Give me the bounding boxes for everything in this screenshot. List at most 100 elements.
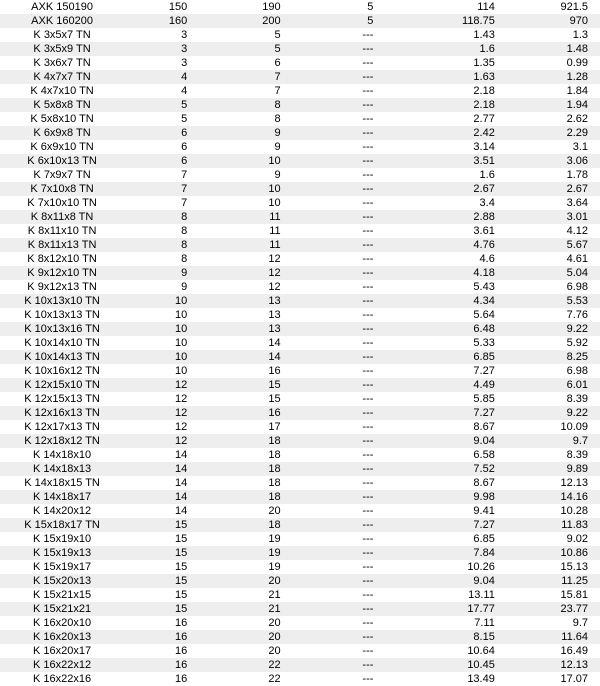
cell-v1: 14: [124, 476, 217, 490]
cell-v5: 8.25: [507, 350, 600, 364]
cell-v3: ---: [321, 504, 404, 518]
cell-name: K 8x11x10 TN: [0, 224, 124, 238]
table-row: K 12x15x13 TN1215---5.858.39: [0, 392, 600, 406]
cell-v1: 15: [124, 588, 217, 602]
cell-v1: 15: [124, 574, 217, 588]
cell-v4: 9.04: [403, 434, 506, 448]
cell-v1: 15: [124, 602, 217, 616]
cell-v4: 10.26: [403, 560, 506, 574]
cell-name: K 12x17x13 TN: [0, 420, 124, 434]
cell-v5: 970: [507, 14, 600, 28]
cell-name: K 14x18x15 TN: [0, 476, 124, 490]
cell-name: K 12x15x13 TN: [0, 392, 124, 406]
cell-v2: 18: [217, 434, 320, 448]
table-row: K 8x11x10 TN811---3.614.12: [0, 224, 600, 238]
cell-v5: 4.61: [507, 252, 600, 266]
cell-v2: 5: [217, 28, 320, 42]
cell-v4: 7.27: [403, 364, 506, 378]
cell-v5: 0.99: [507, 56, 600, 70]
cell-v5: 5.67: [507, 238, 600, 252]
cell-v4: 118.75: [403, 14, 506, 28]
cell-v2: 11: [217, 238, 320, 252]
cell-name: K 16x22x16: [0, 672, 124, 686]
cell-v2: 7: [217, 70, 320, 84]
cell-v4: 1.43: [403, 28, 506, 42]
cell-v1: 16: [124, 658, 217, 672]
cell-v2: 12: [217, 266, 320, 280]
cell-v3: ---: [321, 168, 404, 182]
cell-v5: 2.67: [507, 182, 600, 196]
cell-v2: 20: [217, 616, 320, 630]
cell-v1: 9: [124, 266, 217, 280]
cell-v1: 12: [124, 378, 217, 392]
cell-v3: ---: [321, 476, 404, 490]
table-row: K 16x20x131620---8.1511.64: [0, 630, 600, 644]
table-row: K 4x7x10 TN47---2.181.84: [0, 84, 600, 98]
cell-v3: ---: [321, 70, 404, 84]
cell-name: K 12x15x10 TN: [0, 378, 124, 392]
cell-v2: 20: [217, 574, 320, 588]
cell-v1: 10: [124, 294, 217, 308]
cell-v2: 13: [217, 322, 320, 336]
table-row: K 14x18x131418---7.529.89: [0, 462, 600, 476]
cell-v5: 9.89: [507, 462, 600, 476]
cell-v5: 12.13: [507, 658, 600, 672]
cell-v2: 21: [217, 602, 320, 616]
table-row: K 10x16x12 TN1016---7.276.98: [0, 364, 600, 378]
table-row: K 6x9x10 TN69---3.143.1: [0, 140, 600, 154]
cell-v3: ---: [321, 84, 404, 98]
cell-name: K 16x20x13: [0, 630, 124, 644]
cell-v1: 6: [124, 126, 217, 140]
cell-v2: 18: [217, 518, 320, 532]
cell-v3: ---: [321, 196, 404, 210]
cell-name: K 6x10x13 TN: [0, 154, 124, 168]
cell-v1: 5: [124, 98, 217, 112]
cell-v3: ---: [321, 28, 404, 42]
cell-name: K 3x6x7 TN: [0, 56, 124, 70]
cell-v3: ---: [321, 546, 404, 560]
cell-v4: 3.4: [403, 196, 506, 210]
table-row: AXK 1602001602005118.75970: [0, 14, 600, 28]
cell-v1: 15: [124, 518, 217, 532]
cell-v3: ---: [321, 406, 404, 420]
cell-v4: 1.35: [403, 56, 506, 70]
cell-name: K 15x19x10: [0, 532, 124, 546]
cell-v4: 9.04: [403, 574, 506, 588]
cell-v4: 7.27: [403, 406, 506, 420]
cell-v5: 3.64: [507, 196, 600, 210]
cell-v1: 5: [124, 112, 217, 126]
cell-v3: ---: [321, 280, 404, 294]
cell-v2: 22: [217, 658, 320, 672]
cell-v4: 4.34: [403, 294, 506, 308]
table-row: K 10x14x10 TN1014---5.335.92: [0, 336, 600, 350]
cell-v4: 2.18: [403, 84, 506, 98]
cell-v3: ---: [321, 308, 404, 322]
cell-name: K 10x16x12 TN: [0, 364, 124, 378]
cell-v4: 2.77: [403, 112, 506, 126]
cell-v2: 190: [217, 0, 320, 14]
cell-v1: 6: [124, 154, 217, 168]
cell-v3: ---: [321, 364, 404, 378]
cell-v1: 16: [124, 630, 217, 644]
cell-v1: 3: [124, 42, 217, 56]
cell-v3: ---: [321, 574, 404, 588]
table-row: K 15x21x151521---13.1115.81: [0, 588, 600, 602]
cell-v5: 6.98: [507, 280, 600, 294]
cell-v3: ---: [321, 672, 404, 686]
cell-v5: 14.16: [507, 490, 600, 504]
cell-v1: 14: [124, 490, 217, 504]
cell-v4: 6.58: [403, 448, 506, 462]
cell-v3: ---: [321, 658, 404, 672]
cell-v5: 921.5: [507, 0, 600, 14]
cell-v5: 11.25: [507, 574, 600, 588]
table-row: K 16x22x161622---13.4917.07: [0, 672, 600, 686]
cell-v5: 9.7: [507, 434, 600, 448]
cell-v4: 4.18: [403, 266, 506, 280]
cell-name: K 9x12x10 TN: [0, 266, 124, 280]
cell-v3: ---: [321, 378, 404, 392]
cell-v5: 1.78: [507, 168, 600, 182]
cell-v5: 6.01: [507, 378, 600, 392]
cell-name: K 16x22x12: [0, 658, 124, 672]
cell-v2: 13: [217, 294, 320, 308]
cell-v4: 6.48: [403, 322, 506, 336]
